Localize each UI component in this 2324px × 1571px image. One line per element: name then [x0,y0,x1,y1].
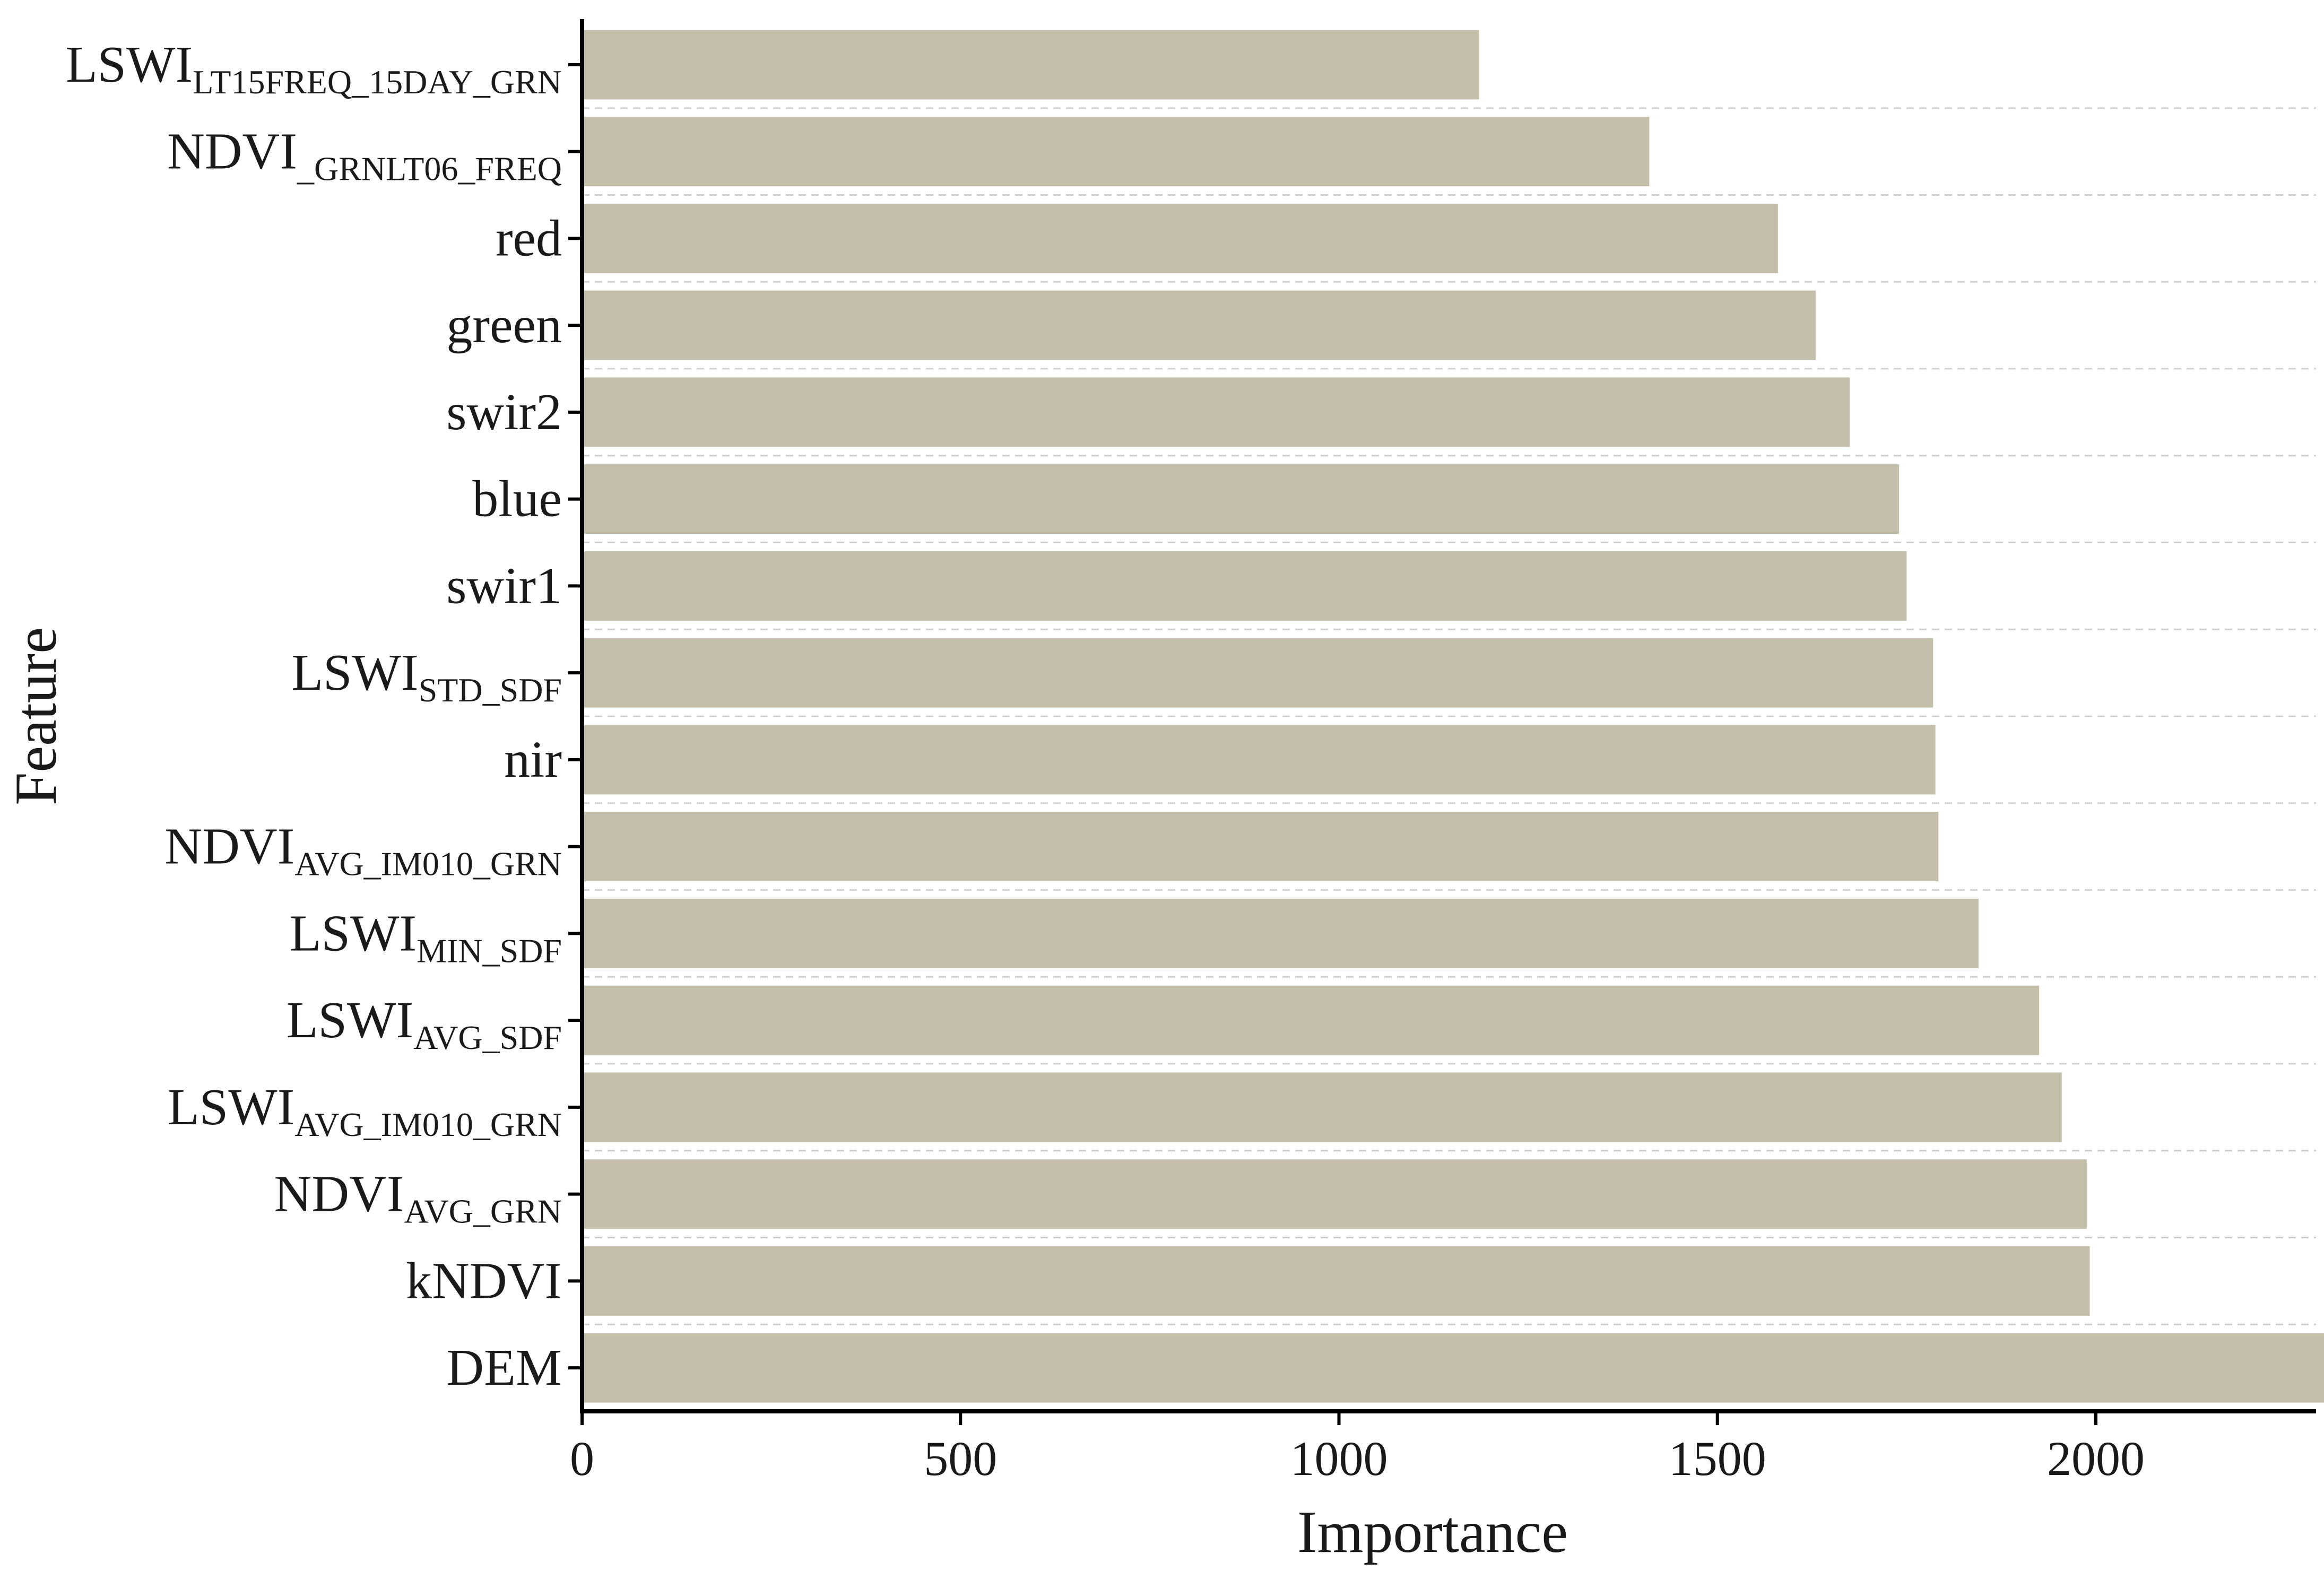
y-axis-title: Feature [3,627,69,805]
bar-kndvi [582,1246,2090,1316]
y-ticks: LSWILT15FREQ_15DAY_GRN NDVI_GRNLT06_FREQr… [66,36,582,1396]
axes [580,19,2316,1413]
bar-blue [582,464,1900,534]
y-tick-label: LSWISTD_SDF [291,644,562,709]
bar-ndvi-avg-im010-grn [582,812,1939,882]
bar-lswi-avg-sdf [582,985,2040,1055]
y-tick-label: NDVI_GRNLT06_FREQ [167,123,562,188]
x-tick-label: 1500 [1669,1431,1766,1486]
y-tick-label: LSWIAVG_SDF [287,992,562,1056]
x-tick-label: 2000 [2047,1431,2145,1486]
y-tick-label: LSWILT15FREQ_15DAY_GRN [66,36,562,101]
bar-ndvi-avg-grn [582,1159,2087,1229]
bar-swir2 [582,377,1850,447]
y-tick-label: kNDVI [406,1252,562,1309]
bar-lswi-avg-im010-grn [582,1072,2062,1142]
y-tick-label: green [446,297,562,354]
y-tick-label: nir [504,731,562,788]
bar-green [582,290,1816,360]
bar-nir [582,725,1936,795]
bar-lswi-std-sdf [582,638,1933,708]
y-tick-label: swir1 [446,557,562,614]
y-tick-label: DEM [446,1339,562,1396]
bar-red [582,203,1778,273]
x-ticks: 05001000150020002500 [570,1411,2145,1486]
y-tick-label: LSWIMIN_SDF [290,905,562,969]
y-tick-label: blue [472,471,562,528]
bar-swir1 [582,551,1907,621]
bars [582,30,2324,1403]
bar-dem [582,1333,2324,1403]
bar-lswi-lt15freq-15day-grn [582,30,1479,100]
y-tick-label: red [496,210,562,267]
bar-lswi-min-sdf [582,898,1979,968]
gridlines [582,107,2316,1325]
y-tick-label: NDVIAVG_IM010_GRN [164,818,562,883]
x-tick-label: 0 [570,1431,594,1486]
bar-ndvi-grnlt06-freq [582,117,1650,187]
y-tick-label: LSWIAVG_IM010_GRN [168,1079,562,1143]
y-tick-label: swir2 [446,384,562,441]
x-tick-label: 1000 [1290,1431,1388,1486]
y-tick-label: NDVIAVG_GRN [274,1166,562,1230]
x-tick-label: 500 [924,1431,997,1486]
x-axis-title: Importance [1297,1499,1568,1565]
